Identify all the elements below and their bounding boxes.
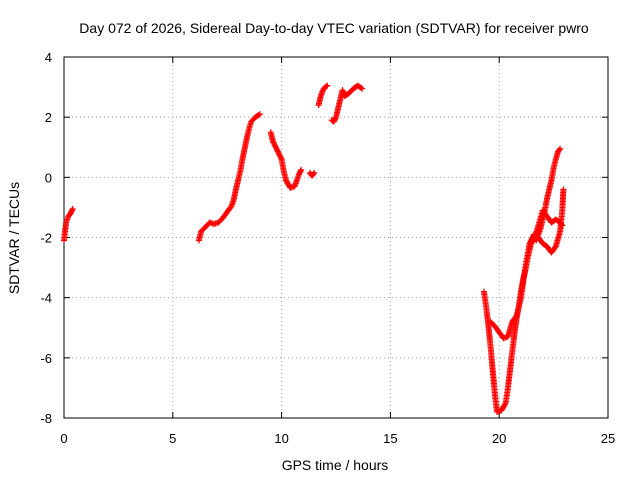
data-series-segment	[267, 129, 305, 191]
data-point	[551, 244, 558, 251]
y-axis-label: SDTVAR / TECUs	[6, 182, 22, 294]
x-tick-label: 15	[383, 431, 397, 446]
data-series-segment	[328, 82, 366, 125]
data-point	[311, 169, 318, 176]
x-tick-label: 0	[60, 431, 67, 446]
data-series-segment	[487, 186, 567, 342]
x-tick-label: 5	[169, 431, 176, 446]
data-point	[323, 83, 330, 90]
y-tick-label: -6	[40, 351, 52, 366]
x-tick-label: 20	[492, 431, 506, 446]
data-point	[310, 170, 317, 177]
x-tick-label: 10	[274, 431, 288, 446]
data-point	[256, 111, 263, 118]
x-axis-label: GPS time / hours	[282, 457, 389, 473]
y-tick-label: 4	[45, 50, 52, 65]
y-tick-label: 0	[45, 170, 52, 185]
data-point	[559, 222, 566, 229]
data-point	[255, 111, 262, 118]
data-point	[558, 221, 565, 228]
data-point	[359, 85, 366, 92]
data-point	[560, 186, 567, 193]
data-points	[61, 82, 567, 415]
data-point	[277, 154, 284, 161]
data-point	[557, 145, 564, 152]
y-tick-label: -4	[40, 291, 52, 306]
y-tick-label: 2	[45, 110, 52, 125]
data-point	[512, 313, 519, 320]
data-point	[324, 82, 331, 89]
data-point	[358, 84, 365, 91]
data-point	[69, 205, 76, 212]
y-tick-label: -8	[40, 411, 52, 426]
data-series-segment	[306, 169, 318, 179]
y-tick-labels: -8 -6 -4 -2 0 2 4	[40, 50, 52, 426]
data-series-segment	[195, 111, 263, 244]
data-point	[556, 146, 563, 153]
data-point	[298, 166, 305, 173]
data-point	[502, 401, 509, 408]
x-tick-label: 25	[601, 431, 615, 446]
chart-title: Day 072 of 2026, Sidereal Day-to-day VTE…	[79, 20, 589, 36]
y-tick-label: -2	[40, 231, 52, 246]
data-series-segment	[61, 205, 76, 244]
data-series-segment	[315, 82, 331, 109]
x-tick-labels: 0 5 10 15 20 25	[60, 431, 615, 446]
data-series-segment	[531, 207, 566, 244]
